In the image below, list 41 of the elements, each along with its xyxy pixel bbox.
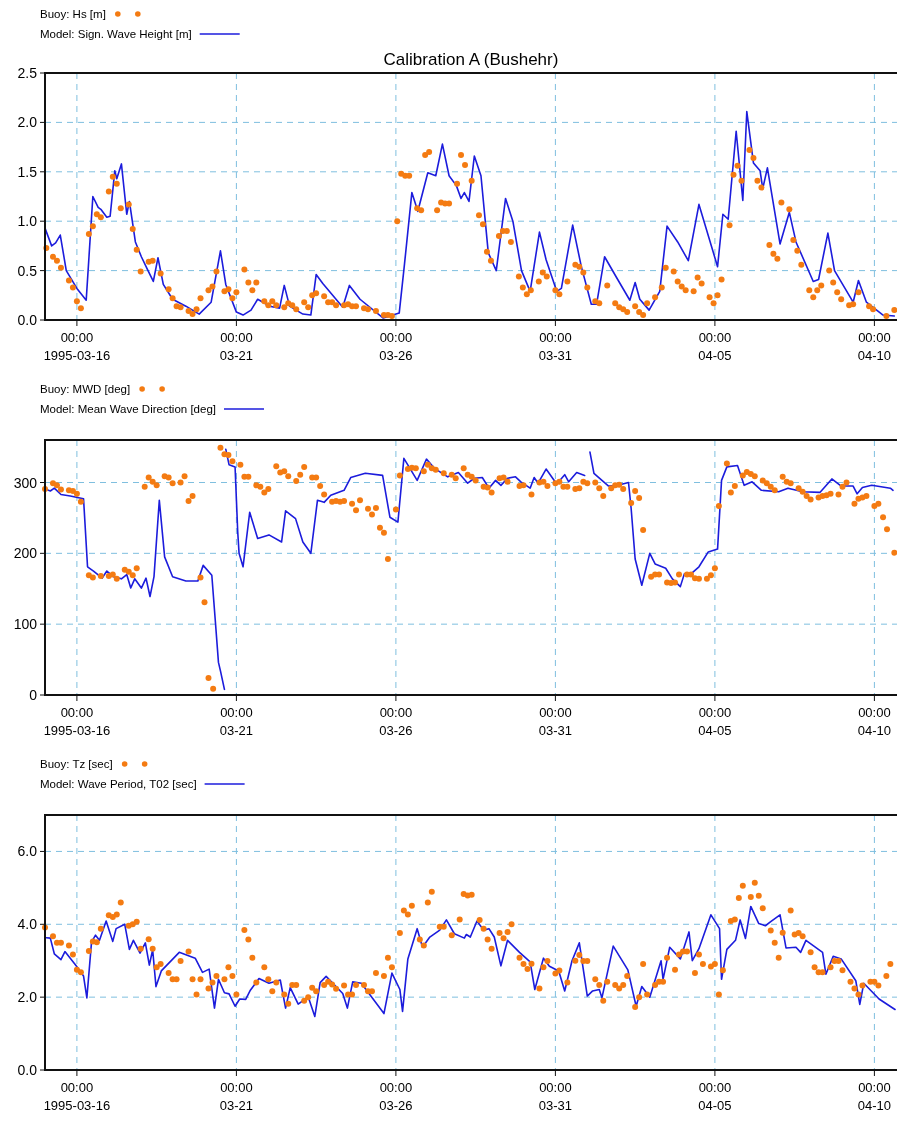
y-tick-label: 6.0 [17,843,38,860]
line-series [44,110,896,319]
y-tick-label: 4.0 [17,916,38,933]
y-tick-label: 2.0 [17,989,38,1006]
y-tick-label: 2.0 [17,114,38,131]
x-tick-label: 00:00 1995-03-16 [43,1080,111,1113]
x-tick-label: 00:00 04-05 [698,330,732,363]
y-tick-label: 0 [29,687,38,703]
y-tick-label: 0.0 [17,1062,38,1078]
y-tick-label: 1.5 [17,163,38,180]
x-tick-label: 00:00 03-31 [538,705,573,738]
x-tick-label: 00:00 04-10 [857,330,892,363]
y-tick-label: 0.5 [17,262,38,279]
legend-label: Buoy: Hs [m] [40,8,106,20]
x-tick-label: 00:00 03-26 [379,1080,413,1113]
x-tick-label: 00:00 04-10 [857,1080,892,1113]
x-tick-label: 00:00 04-05 [698,1080,732,1113]
line-series [45,905,896,1018]
y-tick-label: 100 [13,616,38,633]
y-tick-label: 300 [13,474,38,491]
x-tick-label: 00:00 03-21 [219,705,254,738]
x-tick-label: 00:00 1995-03-16 [43,705,111,738]
x-tick-label: 00:00 1995-03-16 [43,330,111,363]
y-tick-label: 200 [13,545,38,562]
y-tick-label: 0.0 [17,312,38,328]
legend-label: Model: Wave Period, T02 [sec] [40,778,197,790]
legend-label: Buoy: MWD [deg] [40,383,131,395]
x-tick-label: 00:00 03-26 [379,705,413,738]
legend-label: Buoy: Tz [sec] [40,758,113,770]
legend-label: Model: Sign. Wave Height [m] [40,28,192,40]
legend-label: Model: Mean Wave Direction [deg] [40,403,216,415]
x-tick-label: 00:00 03-31 [538,1080,573,1113]
x-tick-label: 00:00 04-10 [857,705,892,738]
y-tick-label: 1.0 [17,213,38,230]
x-tick-label: 00:00 03-21 [219,330,254,363]
x-tick-label: 00:00 04-05 [698,705,732,738]
chart-title: Calibration A (Bushehr) [383,50,559,69]
y-tick-label: 2.5 [17,65,38,81]
x-tick-label: 00:00 03-21 [219,1080,254,1113]
x-tick-label: 00:00 03-26 [379,330,413,363]
x-tick-label: 00:00 03-31 [538,330,573,363]
